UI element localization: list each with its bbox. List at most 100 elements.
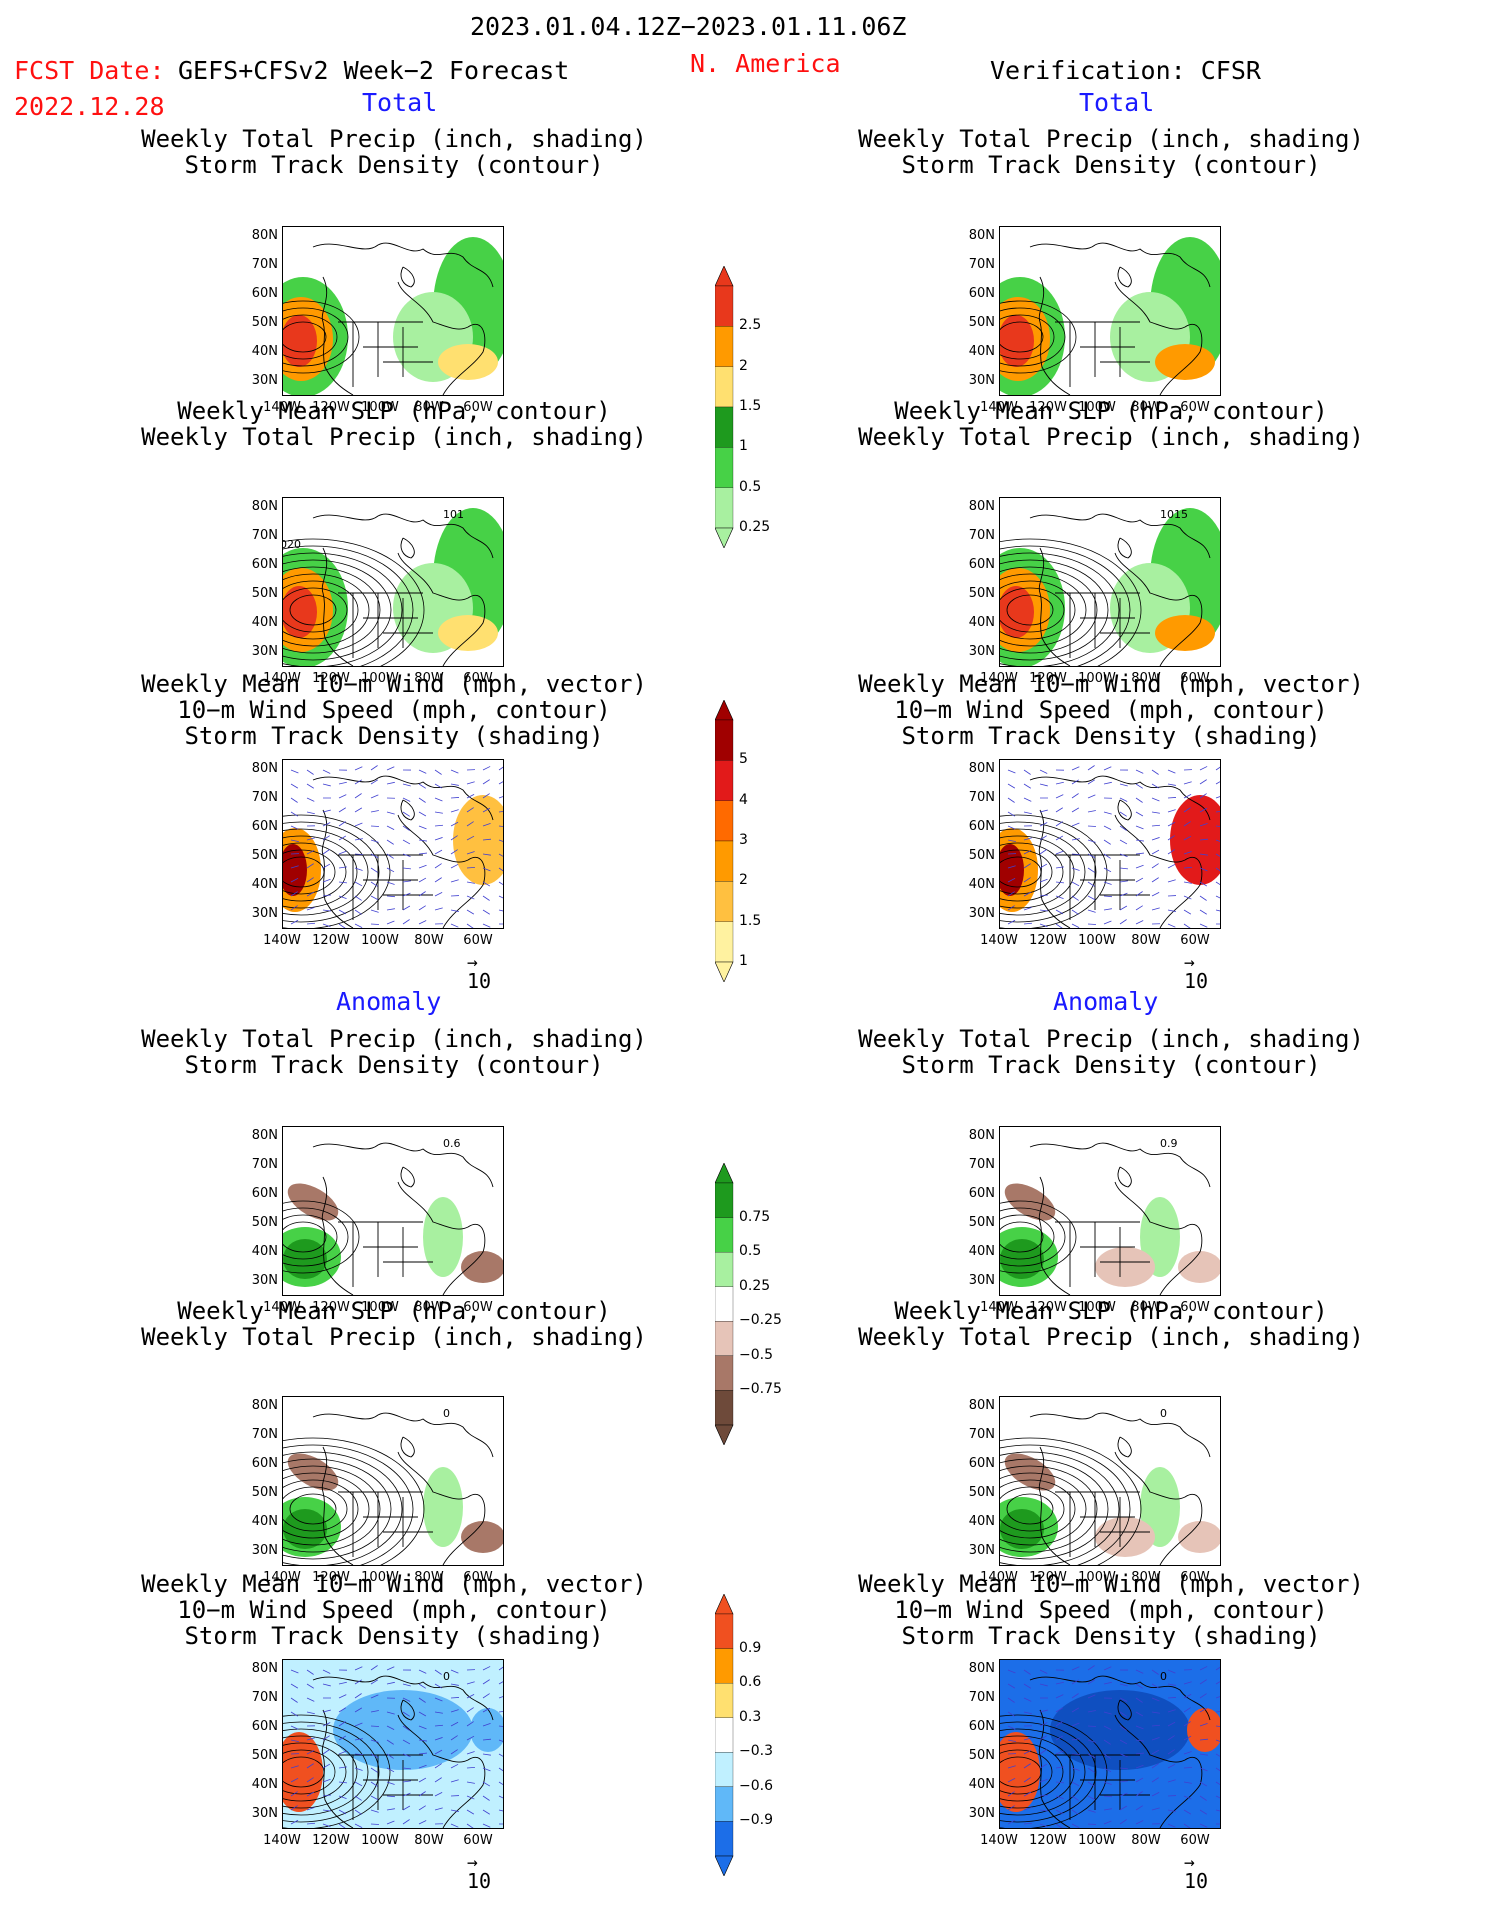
colorbar-segment bbox=[714, 1390, 734, 1426]
wind-arrow bbox=[434, 907, 443, 911]
wind-arrow bbox=[290, 877, 299, 883]
panel-title-line: Storm Track Density (contour) bbox=[184, 1051, 604, 1079]
colorbar-label: 1 bbox=[739, 953, 748, 969]
panel-title: Weekly Mean SLP (hPa, contour) Weekly Tot… bbox=[114, 1298, 674, 1350]
wind-arrow bbox=[1023, 1763, 1031, 1769]
wind-arrow bbox=[386, 920, 395, 925]
wind-arrow bbox=[322, 1683, 331, 1687]
lat-label: 70N bbox=[251, 257, 278, 272]
wind-arrow bbox=[386, 1767, 395, 1773]
wind-arrow bbox=[402, 1739, 411, 1745]
contour-line bbox=[283, 1465, 381, 1553]
east-coastline bbox=[397, 552, 486, 666]
lon-label: 140W bbox=[263, 1300, 301, 1315]
track-density-contours bbox=[1000, 300, 1077, 374]
lat-label: 50N bbox=[968, 1748, 995, 1763]
wind-arrow bbox=[1119, 1767, 1128, 1770]
wind-arrow bbox=[482, 909, 490, 915]
colorbar-segment bbox=[714, 1251, 734, 1287]
wind-arrow bbox=[1199, 793, 1207, 799]
wind-arrow bbox=[482, 779, 490, 785]
shading bbox=[283, 508, 503, 666]
lon-label: 100W bbox=[361, 1300, 399, 1315]
wind-arrow bbox=[322, 822, 331, 827]
verification-label: Verification: CFSR bbox=[990, 56, 1261, 85]
wind-arrow bbox=[338, 807, 346, 813]
shading bbox=[283, 1453, 503, 1557]
wind-arrow bbox=[306, 1750, 315, 1755]
wind-arrow bbox=[498, 1739, 503, 1742]
wind-arrow bbox=[338, 781, 347, 785]
wind-arrow bbox=[1135, 864, 1144, 869]
contour-line bbox=[1000, 1735, 1075, 1809]
precip-anom-wet-core bbox=[1000, 1509, 1044, 1549]
wind-arrow bbox=[450, 783, 459, 786]
wind-arrow bbox=[386, 881, 395, 885]
wind-arrow bbox=[1055, 866, 1064, 869]
wind-arrow bbox=[402, 825, 410, 831]
east-coastline bbox=[1114, 281, 1203, 395]
lon-label: 60W bbox=[463, 1570, 493, 1585]
map-area bbox=[282, 226, 504, 396]
contour-line bbox=[283, 1486, 348, 1532]
coastline-borders bbox=[312, 242, 494, 395]
wind-arrow bbox=[1087, 1753, 1096, 1759]
wind-arrow bbox=[1039, 769, 1048, 774]
lon-label: 100W bbox=[1078, 1570, 1116, 1585]
wind-arrow bbox=[1167, 809, 1176, 813]
contour-line bbox=[1000, 842, 1064, 902]
wind-arrow bbox=[386, 1681, 395, 1685]
wind-arrow bbox=[1119, 1697, 1128, 1702]
precip-shade-atlantic bbox=[1155, 615, 1215, 651]
east-coastline bbox=[1114, 552, 1203, 666]
reference-arrow-icon: → bbox=[1184, 952, 1195, 973]
wind-arrow bbox=[1071, 1738, 1080, 1741]
panel-title: Weekly Total Precip (inch, shading) Storm… bbox=[114, 1026, 674, 1078]
wind-arrow bbox=[482, 1707, 491, 1713]
wind-arrow bbox=[386, 1781, 395, 1785]
wind-arrow bbox=[370, 881, 378, 887]
wind-arrow bbox=[1167, 835, 1175, 841]
wind-arrow bbox=[322, 1778, 331, 1783]
wind-arrow bbox=[402, 839, 411, 845]
track-anom-atlantic bbox=[470, 1708, 503, 1752]
wind-arrow bbox=[1007, 1711, 1016, 1717]
wind-arrow bbox=[1151, 783, 1160, 789]
lon-label: 140W bbox=[263, 1833, 301, 1848]
wind-arrow bbox=[402, 1725, 410, 1731]
wind-arrow bbox=[1183, 1693, 1192, 1699]
wind-arrow bbox=[370, 1767, 378, 1773]
contour-line bbox=[283, 1749, 336, 1795]
wind-arrow bbox=[370, 867, 378, 873]
wind-arrow bbox=[450, 1735, 458, 1741]
wind-arrow bbox=[1183, 1751, 1192, 1755]
wind-arrow bbox=[418, 1697, 426, 1703]
lon-label: 80W bbox=[414, 1833, 444, 1848]
east-coastline bbox=[1114, 1451, 1203, 1565]
lon-label: 120W bbox=[1029, 933, 1067, 948]
wind-arrow bbox=[1103, 1681, 1112, 1685]
contour-line bbox=[283, 573, 370, 647]
wind-arrow bbox=[466, 851, 475, 855]
wind-arrow bbox=[1103, 1753, 1111, 1759]
state-borders bbox=[338, 1754, 433, 1820]
wind-arrow bbox=[434, 797, 443, 802]
colorbar-label: 4 bbox=[739, 791, 748, 808]
wind-arrow bbox=[354, 1809, 362, 1815]
shading bbox=[1000, 508, 1220, 666]
wind-arrow bbox=[434, 769, 442, 775]
hudson-bay bbox=[1117, 537, 1132, 559]
wind-arrow bbox=[1023, 811, 1032, 815]
colorbar-bottom-arrow bbox=[714, 527, 734, 549]
wind-arrow bbox=[466, 1721, 474, 1727]
wind-arrow bbox=[1135, 825, 1144, 830]
wind-arrow bbox=[1135, 811, 1144, 817]
wind-arrow bbox=[322, 769, 331, 774]
pacific-coastline bbox=[321, 1446, 354, 1565]
precip-anom-dry-atlantic bbox=[1178, 1521, 1220, 1553]
contour-line bbox=[283, 552, 403, 666]
lat-label: 80N bbox=[968, 499, 995, 514]
lat-label: 50N bbox=[251, 586, 278, 601]
lon-label: 80W bbox=[1131, 1833, 1161, 1848]
reference-vector: → 10 bbox=[1184, 1854, 1208, 1894]
